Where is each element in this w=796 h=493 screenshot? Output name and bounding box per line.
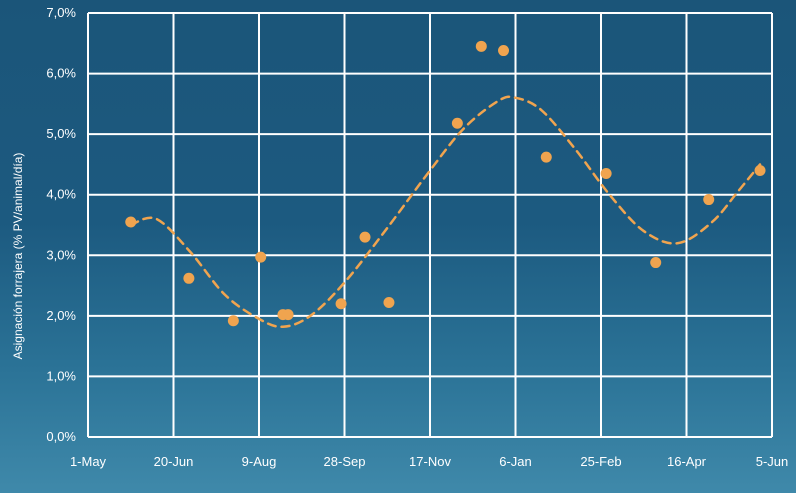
data-point [703, 194, 715, 206]
data-point [600, 168, 612, 180]
data-point [383, 297, 395, 309]
y-tick-label: 1,0% [46, 368, 76, 383]
x-tick-label: 20-Jun [154, 454, 194, 469]
data-point [359, 231, 371, 243]
y-tick-label: 2,0% [46, 308, 76, 323]
chart-grid [87, 12, 773, 438]
x-tick-label: 16-Apr [667, 454, 707, 469]
y-tick-label: 3,0% [46, 247, 76, 262]
data-point [650, 257, 662, 269]
trend-line [129, 95, 762, 329]
data-point [227, 315, 239, 327]
y-axis-ticks: 0,0% 1,0% 2,0% 3,0% 4,0% 5,0% 6,0% 7,0% [46, 5, 76, 444]
data-points [125, 40, 766, 327]
y-tick-label: 5,0% [46, 126, 76, 141]
y-axis-label: Asignación forrajera (% PV/animal/día) [11, 153, 25, 360]
trend-line-path [129, 95, 762, 329]
x-tick-label: 5-Jun [756, 454, 789, 469]
x-axis-ticks: 1-May 20-Jun 9-Aug 28-Sep 17-Nov 6-Jan 25-Feb 1… [70, 454, 788, 469]
x-tick-label: 28-Sep [324, 454, 366, 469]
y-tick-label: 4,0% [46, 187, 76, 202]
y-tick-label: 7,0% [46, 5, 76, 20]
data-point [451, 117, 463, 129]
data-point [498, 45, 510, 57]
data-point [475, 40, 487, 52]
y-tick-label: 6,0% [46, 66, 76, 81]
y-tick-label: 0,0% [46, 429, 76, 444]
data-point [335, 298, 347, 310]
data-point [183, 272, 195, 284]
x-tick-label: 1-May [70, 454, 107, 469]
x-tick-label: 6-Jan [499, 454, 532, 469]
data-point [540, 151, 552, 163]
data-point [255, 251, 267, 263]
x-tick-label: 17-Nov [409, 454, 451, 469]
data-point [125, 216, 137, 228]
data-point [754, 164, 766, 176]
x-tick-label: 9-Aug [242, 454, 277, 469]
x-tick-label: 25-Feb [580, 454, 621, 469]
data-point [282, 309, 294, 321]
